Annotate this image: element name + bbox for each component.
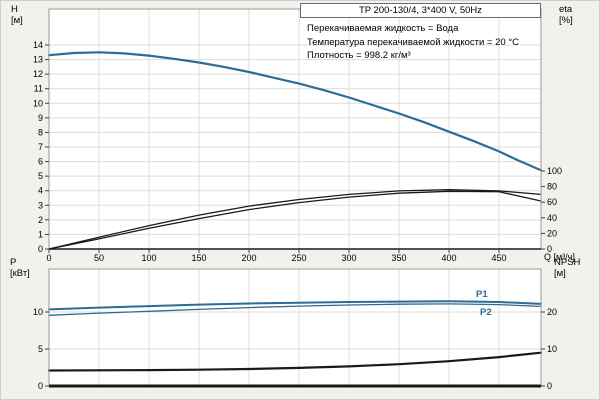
x-axis-title: Q [м³/ч] [544, 252, 575, 262]
fluid-annotations: Перекачиваемая жидкость = Вода Температу… [307, 22, 519, 63]
svg-text:13: 13 [33, 55, 43, 65]
annotation-temperature: Температура перекачиваемой жидкости = 20… [307, 36, 519, 48]
svg-text:12: 12 [33, 69, 43, 79]
p-axis-unit: [кВт] [10, 268, 30, 279]
svg-text:20: 20 [547, 307, 557, 317]
svg-text:11: 11 [34, 84, 43, 94]
svg-text:40: 40 [547, 213, 557, 223]
eta-axis-unit: [%] [559, 15, 573, 26]
svg-text:10: 10 [547, 344, 557, 354]
npsh-axis-unit: [м] [554, 268, 566, 279]
svg-text:400: 400 [441, 253, 456, 263]
svg-text:60: 60 [547, 197, 557, 207]
svg-text:1: 1 [38, 229, 43, 239]
svg-text:80: 80 [547, 182, 557, 192]
svg-text:0: 0 [38, 244, 43, 254]
svg-text:5: 5 [38, 344, 43, 354]
svg-text:3: 3 [38, 200, 43, 210]
svg-text:450: 450 [491, 253, 506, 263]
svg-text:100: 100 [141, 253, 156, 263]
svg-text:50: 50 [94, 253, 104, 263]
p-axis-title: P [кВт] [10, 257, 30, 279]
svg-text:8: 8 [38, 127, 43, 137]
pump-model-title: TP 200-130/4, 3*400 V, 50Hz [300, 3, 541, 18]
npsh-axis-title: NPSH [м] [554, 257, 580, 279]
svg-text:10: 10 [33, 307, 43, 317]
svg-text:0: 0 [46, 253, 51, 263]
svg-text:150: 150 [191, 253, 206, 263]
svg-text:5: 5 [38, 171, 43, 181]
svg-text:100: 100 [547, 166, 562, 176]
svg-text:0: 0 [547, 381, 552, 391]
svg-text:250: 250 [291, 253, 306, 263]
svg-text:350: 350 [391, 253, 406, 263]
curve-label-p2: P2 [480, 307, 492, 318]
eta-axis-title: eta [%] [559, 4, 573, 26]
svg-text:2: 2 [38, 215, 43, 225]
svg-text:4: 4 [38, 186, 43, 196]
p-axis-symbol: P [10, 257, 17, 268]
svg-text:0: 0 [547, 244, 552, 254]
svg-text:20: 20 [547, 228, 557, 238]
svg-text:200: 200 [241, 253, 256, 263]
h-axis-unit: [м] [11, 15, 23, 26]
svg-text:6: 6 [38, 157, 43, 167]
annotation-fluid: Перекачиваемая жидкость = Вода [307, 23, 459, 34]
h-axis-symbol: H [11, 4, 18, 15]
annotation-density: Плотность = 998.2 кг/м³ [307, 50, 411, 61]
curve-label-p1: P1 [476, 289, 488, 300]
svg-text:10: 10 [33, 98, 43, 108]
npsh-axis-symbol: NPSH [554, 257, 581, 268]
h-axis-title: H [м] [11, 4, 23, 26]
svg-text:9: 9 [38, 113, 43, 123]
svg-text:14: 14 [33, 40, 43, 50]
eta-axis-symbol: eta [559, 4, 573, 15]
svg-text:7: 7 [38, 142, 43, 152]
svg-text:0: 0 [38, 381, 43, 391]
svg-text:300: 300 [341, 253, 356, 263]
